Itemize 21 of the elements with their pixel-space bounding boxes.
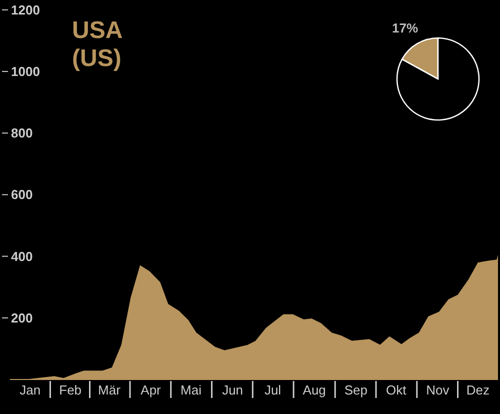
x-tick-label: Aug (302, 382, 326, 398)
y-tick-label: 800 (11, 126, 33, 141)
y-tick-label: 1000 (11, 64, 40, 79)
x-tick-label: Feb (59, 382, 82, 398)
x-tick-label: Sep (344, 382, 368, 398)
data-label: 17% (392, 20, 418, 36)
x-tick-label: Jan (20, 382, 41, 398)
x-tick-label: Mai (180, 382, 202, 398)
pie-slice (396, 37, 480, 121)
x-tick-label: Jun (222, 382, 244, 398)
x-tick-label: Jul (264, 382, 282, 398)
x-tick-label: Nov (426, 382, 450, 398)
x-tick-label: Apr (140, 382, 162, 398)
x-tick-label: Dez (466, 382, 490, 398)
text: USA (US) (72, 17, 123, 72)
y-tick-label: 400 (11, 248, 33, 264)
x-tick-label: Okt (386, 382, 407, 398)
y-tick-label: 1200 (11, 2, 40, 18)
y-tick-label: 600 (11, 187, 33, 202)
y-tick-label: 200 (11, 310, 33, 326)
x-tick-label: Mär (98, 382, 122, 398)
